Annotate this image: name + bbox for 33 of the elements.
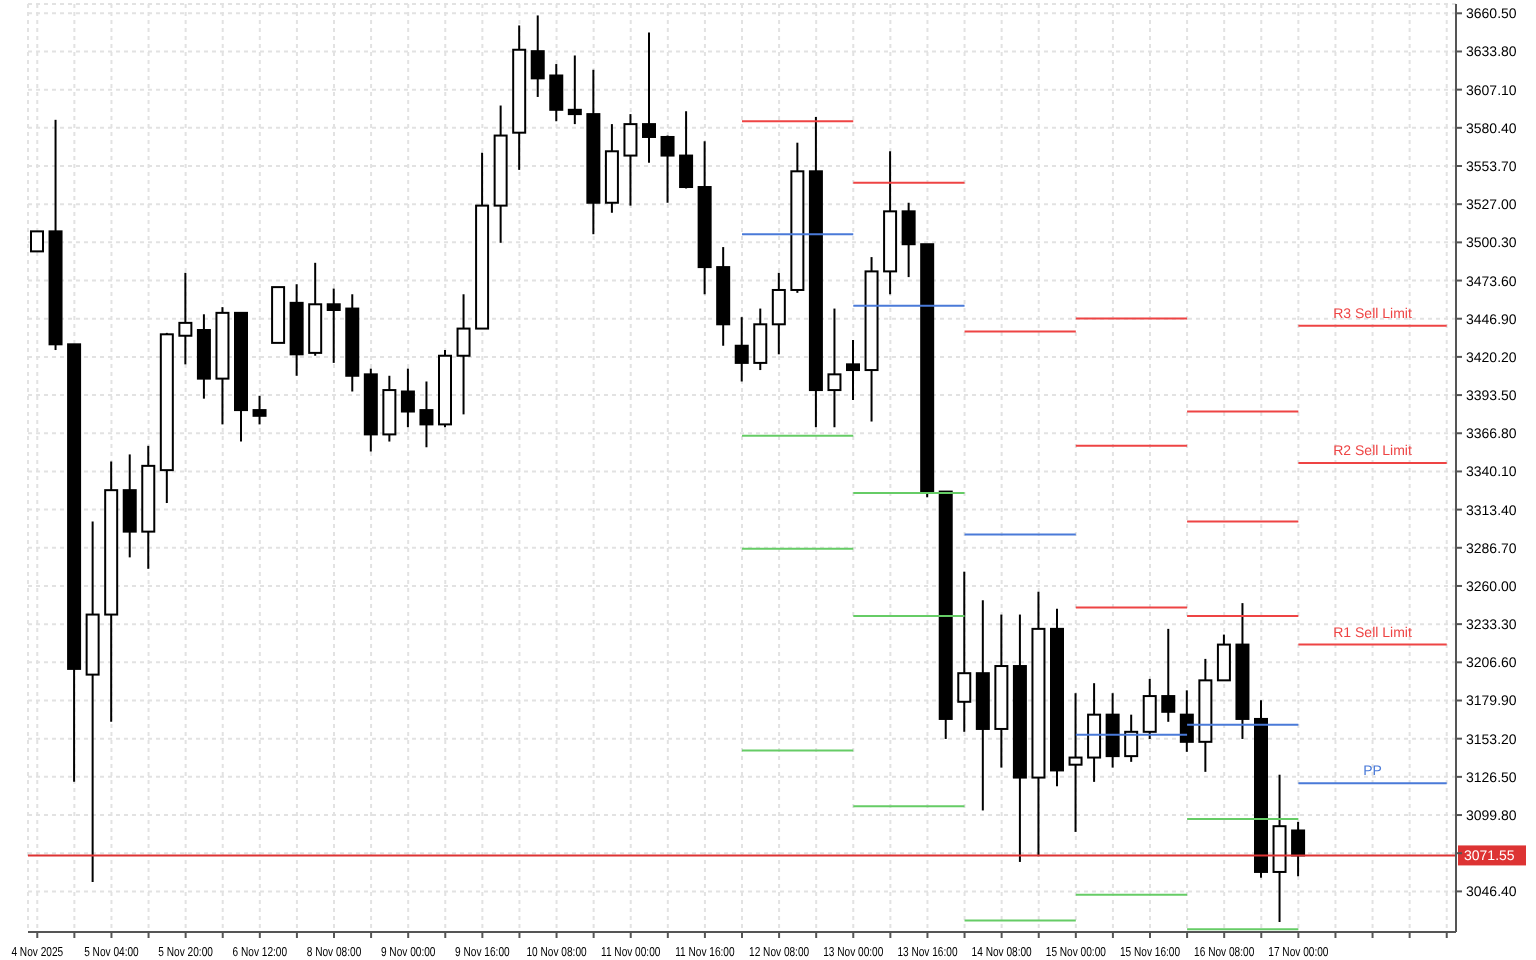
candlestick [679, 110, 694, 190]
candlestick [846, 339, 860, 402]
candlestick [1087, 682, 1102, 783]
candlestick [252, 394, 267, 426]
candlestick [957, 570, 972, 733]
candlestick [1142, 677, 1157, 740]
candlestick [178, 271, 193, 366]
candlestick [1124, 713, 1139, 763]
candlestick [419, 380, 434, 449]
candlestick [660, 134, 675, 204]
candlestick [1161, 627, 1176, 723]
candlestick [623, 113, 638, 207]
candlestick [1272, 773, 1287, 923]
candlestick [1216, 633, 1231, 682]
candlestick [1291, 820, 1306, 878]
candlestick [1179, 689, 1194, 753]
candlestick [456, 293, 471, 416]
candlestick [753, 307, 768, 372]
candlestick [642, 31, 656, 164]
candlestick [901, 201, 916, 279]
candlestick [400, 367, 415, 429]
candlestick [549, 63, 564, 123]
candlestick [567, 54, 582, 126]
candlestick [122, 453, 137, 559]
candlestick [1105, 692, 1120, 769]
candlestick [827, 307, 842, 429]
candlestick [530, 14, 545, 98]
candlestick [771, 271, 786, 356]
candlestick [734, 316, 749, 383]
candlestick [30, 230, 44, 253]
candlestick [326, 287, 341, 364]
candlestick [382, 374, 397, 443]
candlestick [1068, 692, 1083, 833]
